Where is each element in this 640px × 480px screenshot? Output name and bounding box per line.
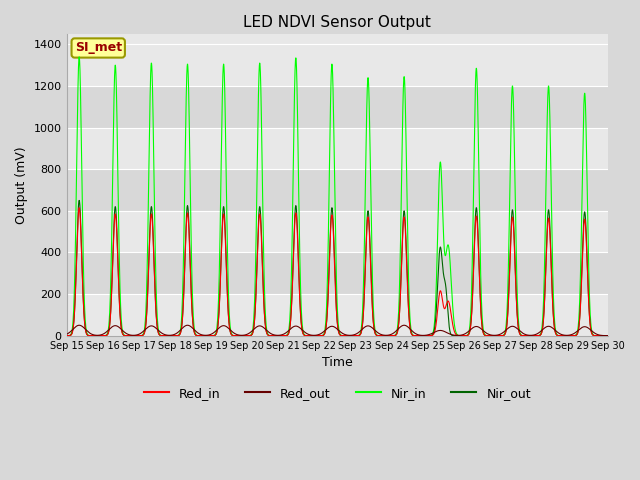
Bar <box>67 128 608 169</box>
Bar <box>67 169 608 211</box>
Bar <box>67 44 608 86</box>
Title: LED NDVI Sensor Output: LED NDVI Sensor Output <box>243 15 431 30</box>
Bar <box>67 211 608 252</box>
Bar <box>67 252 608 294</box>
Bar <box>67 86 608 128</box>
Text: SI_met: SI_met <box>75 41 122 55</box>
Bar <box>67 294 608 336</box>
Y-axis label: Output (mV): Output (mV) <box>15 146 28 224</box>
X-axis label: Time: Time <box>322 356 353 369</box>
Legend: Red_in, Red_out, Nir_in, Nir_out: Red_in, Red_out, Nir_in, Nir_out <box>139 382 536 405</box>
